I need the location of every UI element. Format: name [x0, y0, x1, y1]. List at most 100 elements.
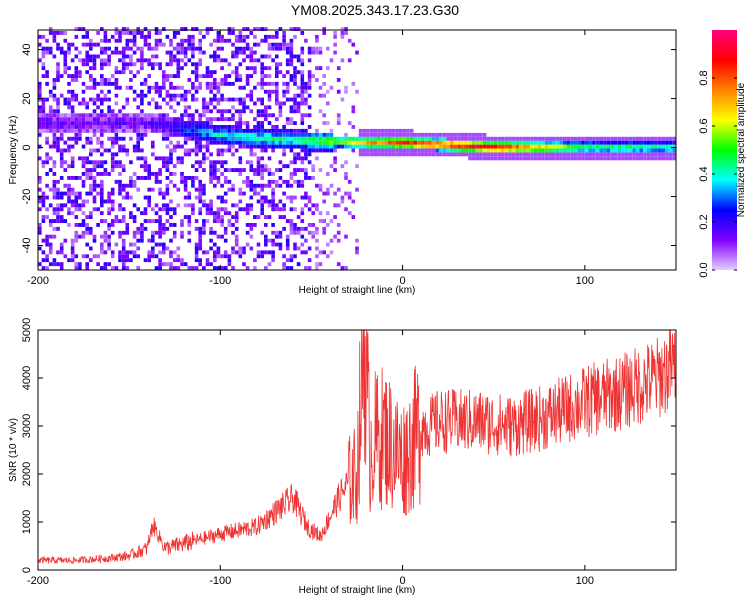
heatmap-cell [38, 156, 42, 161]
heatmap-cell [307, 81, 312, 86]
heatmap-cell [89, 117, 93, 122]
heatmap-cell [311, 234, 315, 239]
heatmap-cell [81, 42, 86, 47]
heatmap-cell [242, 58, 246, 63]
heatmap-cell [129, 258, 133, 263]
heatmap-cell [315, 66, 319, 71]
heatmap-cell [103, 125, 108, 129]
heatmap-cell [187, 113, 192, 118]
heatmap-cell [278, 207, 283, 212]
heatmap-cell [78, 101, 82, 106]
heatmap-cell [92, 109, 97, 114]
heatmap-cell [216, 109, 221, 114]
heatmap-cell [52, 85, 57, 90]
heatmap-cell [249, 226, 254, 231]
colorbar-tick-label: 0.0 [698, 262, 710, 277]
heatmap-cell [231, 152, 235, 157]
heatmap-cell [180, 172, 184, 176]
heatmap-cell [213, 105, 217, 110]
heatmap-cell [136, 140, 140, 145]
heatmap-cell [333, 160, 337, 165]
heatmap-cell [453, 152, 458, 157]
heatmap-cell [552, 148, 556, 153]
heatmap-cell [205, 81, 210, 86]
heatmap-cell [599, 144, 603, 149]
heatmap-cell [169, 93, 173, 98]
heatmap-cell [468, 140, 472, 145]
heatmap-cell [205, 66, 210, 71]
heatmap-cell [45, 172, 49, 176]
heatmap-cell [198, 179, 202, 184]
heatmap-cell [322, 121, 326, 125]
heatmap-cell [129, 46, 133, 51]
heatmap-cell [336, 223, 341, 227]
heatmap-cell [187, 266, 192, 270]
heatmap-cell [162, 121, 166, 125]
heatmap-cell [183, 132, 188, 137]
heatmap-cell [245, 105, 250, 110]
heatmap-cell [486, 156, 490, 161]
heatmap-cell [41, 238, 46, 243]
heatmap-cell [369, 140, 374, 145]
heatmap-cell [205, 203, 210, 208]
heatmap-cell [271, 230, 275, 235]
heatmap-cell [198, 144, 202, 149]
heatmap-cell [282, 89, 286, 94]
heatmap-cell [125, 38, 130, 43]
heatmap-cell [100, 211, 104, 216]
heatmap-cell [563, 140, 567, 145]
heatmap-cell [183, 203, 188, 208]
heatmap-cell [205, 144, 210, 149]
heatmap-cell [165, 74, 170, 78]
heatmap-cell [413, 144, 418, 149]
heatmap-cell [92, 195, 97, 200]
heatmap-cell [275, 132, 279, 137]
heatmap-cell [38, 58, 42, 63]
heatmap-cell [202, 113, 206, 118]
heatmap-cell [632, 148, 636, 153]
heatmap-cell [194, 46, 199, 51]
heatmap-cell [293, 156, 297, 161]
heatmap-cell [48, 46, 53, 51]
heatmap-cell [85, 254, 89, 259]
heatmap-cell [238, 156, 243, 161]
heatmap-cell [267, 199, 272, 204]
heatmap-cell [151, 125, 155, 129]
heatmap-cell [125, 62, 130, 67]
heatmap-cell [249, 46, 254, 51]
heatmap-cell [471, 148, 476, 153]
heatmap-cell [526, 140, 531, 145]
heatmap-cell [180, 258, 184, 263]
heatmap-cell [315, 156, 319, 161]
heatmap-cell [81, 89, 86, 94]
heatmap-cell [457, 136, 461, 141]
heatmap-cell [191, 183, 195, 188]
heatmap-cell [100, 179, 104, 184]
heatmap-cell [48, 156, 53, 161]
heatmap-cell [107, 262, 111, 267]
heatmap-cell [158, 117, 162, 122]
heatmap-cell [143, 81, 148, 86]
snr-x-label: Height of straight line (km) [299, 585, 416, 596]
heatmap-cell [643, 148, 647, 153]
heatmap-cell [56, 140, 60, 145]
heatmap-cell [59, 156, 64, 161]
heatmap-cell [245, 179, 250, 184]
y-tick-label: 4000 [21, 366, 33, 390]
heatmap-cell [180, 234, 184, 239]
heatmap-cell [154, 42, 159, 47]
heatmap-cell [544, 156, 549, 161]
heatmap-cell [271, 250, 275, 255]
heatmap-cell [89, 46, 93, 51]
heatmap-cell [475, 152, 480, 157]
heatmap-cell [209, 168, 213, 172]
heatmap-cell [85, 266, 89, 270]
heatmap-cell [256, 136, 261, 141]
heatmap-cell [453, 136, 458, 141]
heatmap-cell [285, 128, 290, 133]
heatmap-cell [143, 164, 148, 169]
heatmap-cell [599, 152, 603, 157]
heatmap-cell [151, 121, 155, 125]
heatmap-cell [555, 140, 560, 145]
heatmap-cell [169, 152, 173, 157]
